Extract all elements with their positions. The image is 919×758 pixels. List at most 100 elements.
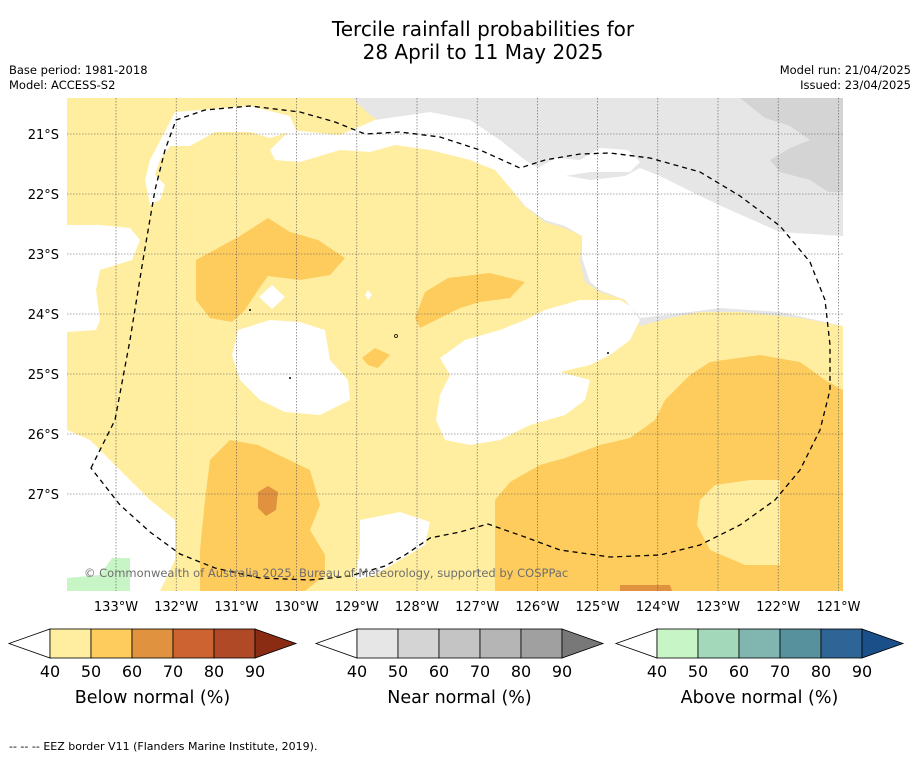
latitude-labels: 21°S 22°S 23°S 24°S 25°S 26°S 27°S [28, 128, 59, 503]
colorbar-tick-label: 70 [163, 662, 183, 681]
colorbar-min-extension [314, 628, 358, 659]
longitude-label: 121°W [816, 600, 860, 615]
colorbar-tick-label: 50 [81, 662, 101, 681]
colorbar-segment [779, 628, 822, 659]
colorbar-tick-label: 80 [511, 662, 531, 681]
colorbar-segment [697, 628, 740, 659]
colorbar-1: 40 50 60 70 80 90 Below normal (%) [7, 628, 298, 708]
colorbar-tick-label: 90 [245, 662, 265, 681]
gridlines [67, 98, 843, 591]
longitude-label: 123°W [696, 600, 740, 615]
white-dot [365, 290, 372, 300]
colorbar-tick-label: 70 [470, 662, 490, 681]
longitude-label: 132°W [154, 600, 198, 615]
colorbar-tick-label: 60 [429, 662, 449, 681]
latitude-label: 25°S [28, 368, 59, 383]
colorbar-tick-label: 90 [552, 662, 572, 681]
latitude-label: 21°S [28, 128, 59, 143]
longitude-label: 127°W [455, 600, 499, 615]
longitude-label: 122°W [756, 600, 800, 615]
colorbar-segment [356, 628, 399, 659]
colorbar-segment [397, 628, 440, 659]
colorbar-segment [520, 628, 563, 659]
colorbar-tick-label: 70 [770, 662, 790, 681]
colorbar-tick-label: 60 [122, 662, 142, 681]
below-normal-50-60-region-sw [200, 440, 325, 591]
eez-legend-symbol: -- -- -- [9, 740, 40, 753]
colorbar-tick-label: 50 [688, 662, 708, 681]
title-line-1: Tercile rainfall probabilities for [331, 17, 635, 41]
base-period-text: Base period: 1981-2018 [9, 63, 148, 77]
island-speck [289, 377, 291, 379]
colorbars: 40 50 60 70 80 90 Below normal (%) 40 50 60 70 80 90… [7, 628, 905, 708]
colorbar-segment [131, 628, 174, 659]
colorbar-tick-label: 90 [852, 662, 872, 681]
footer-legend: -- -- -- EEZ border V11 (Flanders Marine… [9, 740, 317, 753]
colorbar-max-extension [861, 628, 905, 659]
white-region-bottom-left [67, 430, 175, 591]
colorbar-title: Below normal (%) [75, 688, 230, 708]
metadata-left: Base period: 1981-2018 Model: ACCESS-S2 [9, 63, 148, 93]
near-normal-50-60-region [740, 98, 843, 192]
colorbar-title: Above normal (%) [681, 688, 839, 708]
longitude-label: 129°W [335, 600, 379, 615]
colorbar-title: Near normal (%) [387, 688, 532, 708]
colorbar-segment [656, 628, 699, 659]
white-diamond [259, 285, 285, 309]
longitude-label: 126°W [515, 600, 559, 615]
island-speck [607, 352, 609, 354]
white-region-bottom [355, 512, 430, 580]
model-text: Model: ACCESS-S2 [9, 78, 116, 92]
longitude-label: 125°W [576, 600, 620, 615]
colorbar-tick-label: 80 [811, 662, 831, 681]
white-region-left [67, 225, 140, 332]
eez-legend-text: EEZ border V11 (Flanders Marine Institut… [43, 740, 318, 753]
above-normal-40-50-region [67, 558, 130, 591]
longitude-label: 128°W [395, 600, 439, 615]
colorbar-min-extension [614, 628, 658, 659]
white-region-center-top [270, 112, 843, 326]
colorbar-segment [90, 628, 133, 659]
colorbar-tick-label: 80 [204, 662, 224, 681]
colorbar-2: 40 50 60 70 80 90 Near normal (%) [314, 628, 605, 708]
longitude-label: 133°W [94, 600, 138, 615]
eez-border [90, 105, 831, 581]
white-region-center-left [232, 320, 350, 415]
below-normal-60-70-strip [620, 585, 672, 591]
longitude-label: 131°W [214, 600, 258, 615]
below-normal-60-70-region [258, 486, 278, 516]
colorbar-tick-label: 60 [729, 662, 749, 681]
colorbar-segment [479, 628, 522, 659]
colorbar-max-extension [561, 628, 605, 659]
issued-text: Issued: 23/04/2025 [800, 78, 911, 92]
copyright-text: © Commonwealth of Australia 2025, Bureau… [84, 566, 568, 580]
island-speck [249, 309, 251, 311]
colorbar-segment [49, 628, 92, 659]
colorbar-segment [213, 628, 256, 659]
colorbar-max-extension [254, 628, 298, 659]
colorbar-3: 40 50 60 70 80 90 Above normal (%) [614, 628, 905, 708]
below-normal-50-60-region-small [362, 348, 390, 368]
colorbar-segment [820, 628, 863, 659]
model-run-text: Model run: 21/04/2025 [779, 63, 911, 77]
map-title: Tercile rainfall probabilities for 28 Ap… [0, 18, 919, 64]
colorbar-tick-label: 40 [40, 662, 60, 681]
longitude-label: 130°W [275, 600, 319, 615]
colorbar-segment [738, 628, 781, 659]
island-speck [394, 334, 398, 338]
white-region-center [436, 300, 640, 445]
latitude-label: 22°S [28, 188, 59, 203]
latitude-label: 27°S [28, 488, 59, 503]
white-region-wedge [535, 148, 640, 180]
colorbar-segment [172, 628, 215, 659]
white-region-top [145, 106, 296, 205]
title-line-2: 28 April to 11 May 2025 [362, 40, 604, 64]
colorbar-segment [438, 628, 481, 659]
colorbar-tick-label: 40 [347, 662, 367, 681]
longitude-label: 124°W [636, 600, 680, 615]
latitude-label: 24°S [28, 308, 59, 323]
below-normal-50-60-region-nw [196, 218, 345, 322]
colorbar-tick-label: 50 [388, 662, 408, 681]
colorbar-tick-label: 40 [647, 662, 667, 681]
